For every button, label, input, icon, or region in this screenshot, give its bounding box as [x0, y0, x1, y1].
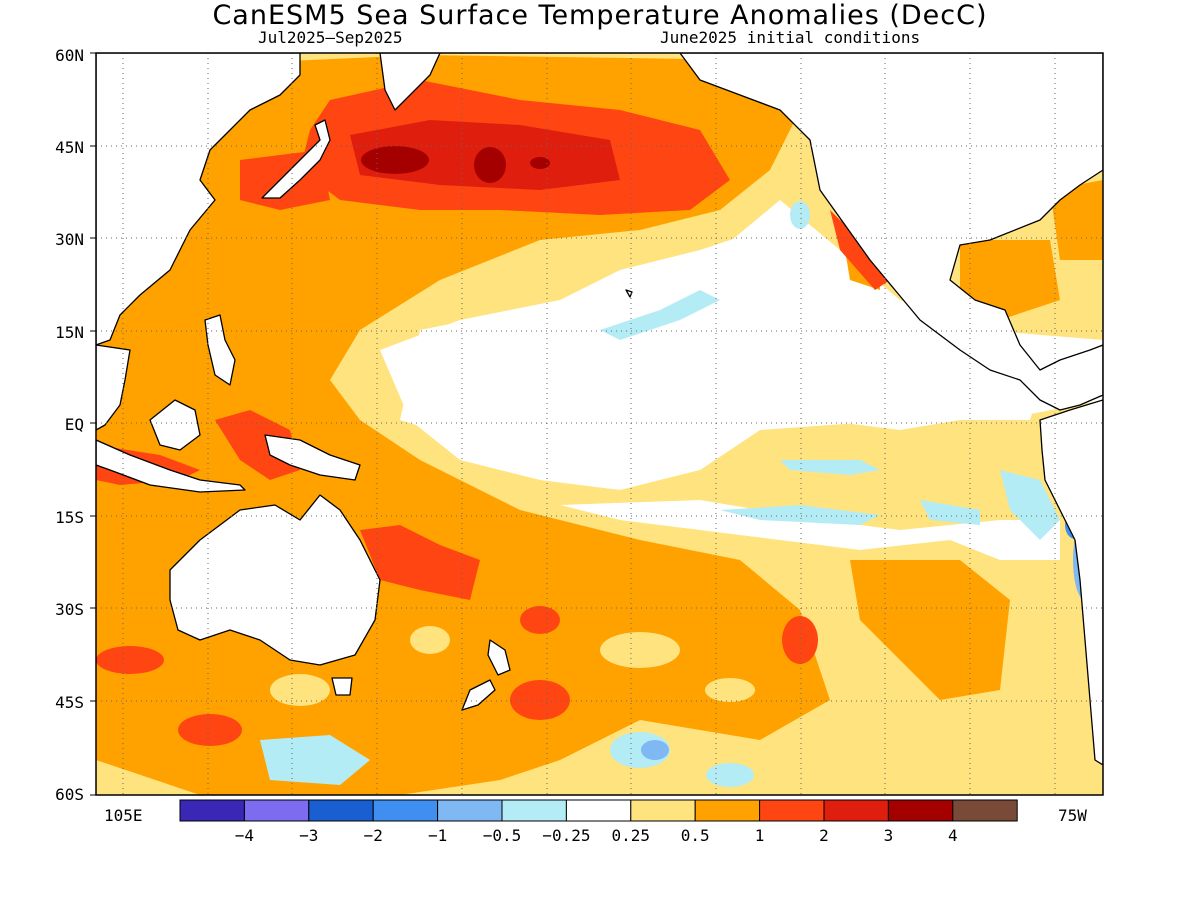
- tasmania-land: [331, 677, 353, 696]
- colorbar-swatch: [179, 799, 245, 822]
- new-zealand-land: [487, 639, 511, 676]
- graticule: [96, 53, 1103, 795]
- north-america-land: [679, 53, 1103, 411]
- philippines-land: [204, 314, 236, 386]
- south-america-land: [1039, 399, 1103, 766]
- anomaly-holes: [270, 626, 894, 706]
- lat-label-15n: 15N: [55, 323, 84, 342]
- borneo-land: [149, 399, 201, 451]
- colorbar-tick-label: −2: [363, 826, 383, 845]
- colorbar-swatch: [243, 799, 310, 822]
- lat-label-eq: EQ: [64, 415, 84, 434]
- colorbar-tick-label: −4: [234, 826, 255, 845]
- lon-label-left: 105E: [104, 806, 143, 825]
- anomaly-fields: [96, 53, 1103, 795]
- colorbar-tick-label: 0.5: [680, 826, 710, 845]
- australia-land: [169, 494, 381, 666]
- new-zealand-south-land: [461, 679, 496, 711]
- map-frame: [95, 52, 1104, 796]
- land-masses: [96, 53, 1103, 766]
- anomaly-zone-3: [361, 146, 550, 183]
- colorbar-tick-label: 1: [754, 826, 765, 845]
- colorbar-swatch: [501, 799, 567, 822]
- initial-conditions: June2025 initial conditions: [660, 28, 921, 47]
- colorbar-tick-label: −1: [427, 826, 448, 845]
- colorbar-tick-label: 3: [883, 826, 894, 845]
- asia-land: [96, 53, 301, 346]
- colorbar-swatch: [759, 799, 825, 822]
- hawaii-land: [625, 289, 633, 298]
- lat-label-60n: 60N: [55, 46, 84, 65]
- colorbar-tick-label: 0.25: [611, 826, 651, 845]
- colorbar-swatch: [694, 799, 761, 822]
- colorbar-swatch: [630, 799, 696, 822]
- colorbar-tick-label: −0.5: [482, 826, 522, 845]
- axis-ticks: [90, 52, 96, 796]
- lat-label-30s: 30S: [55, 600, 84, 619]
- colorbar-swatch: [372, 799, 439, 822]
- kamchatka-land: [379, 53, 441, 111]
- forecast-period: Jul2025—Sep2025: [258, 28, 403, 47]
- lat-label-30n: 30N: [55, 230, 84, 249]
- new-guinea-land: [264, 434, 361, 481]
- map-title: CanESM5 Sea Surface Temperature Anomalie…: [212, 0, 988, 31]
- lat-label-60s: 60S: [55, 785, 84, 804]
- colorbar-swatch: [308, 799, 374, 822]
- colorbar: [179, 799, 1018, 822]
- colorbar-tick-label: −3: [299, 826, 319, 845]
- lon-label-right: 75W: [1058, 806, 1087, 825]
- anomaly-zone-neg0.25: [260, 201, 1060, 787]
- lat-label-15s: 15S: [55, 508, 84, 527]
- sumatra-java-land: [96, 439, 246, 493]
- colorbar-swatch: [887, 799, 954, 822]
- colorbar-swatch: [565, 799, 632, 822]
- colorbar-swatch: [823, 799, 889, 822]
- colorbar-swatch: [437, 799, 503, 822]
- colorbar-tick-label: 2: [819, 826, 829, 845]
- colorbar-tick-label: 4: [947, 826, 958, 845]
- lat-label-45n: 45N: [55, 138, 84, 157]
- colorbar-tick-label: −0.25: [542, 826, 591, 845]
- colorbar-swatch: [952, 799, 1018, 822]
- anomaly-zone-neutral: [380, 230, 1060, 560]
- indochina-land: [96, 344, 131, 431]
- japan-land: [261, 119, 331, 199]
- lat-label-45s: 45S: [55, 693, 84, 712]
